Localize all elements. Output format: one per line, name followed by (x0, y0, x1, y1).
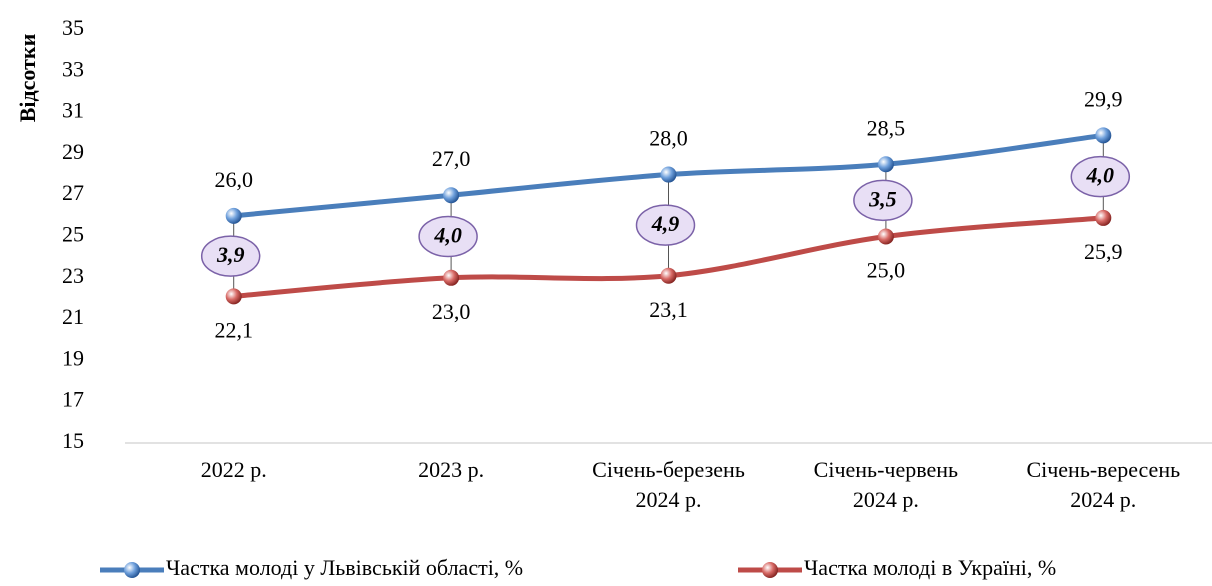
marker (443, 187, 460, 204)
difference-badge (200, 235, 261, 277)
y-tick-label: 25 (62, 222, 84, 247)
data-label: 23,1 (649, 297, 688, 322)
difference-label: 4,9 (651, 211, 680, 236)
y-tick-label: 29 (62, 139, 84, 164)
y-tick-label: 15 (62, 428, 84, 453)
difference-badge (418, 215, 478, 258)
data-label: 25,9 (1084, 239, 1123, 264)
y-axis-label: Відсотки (15, 33, 40, 122)
difference-label: 3,5 (868, 186, 897, 211)
legend-marker (762, 562, 778, 578)
y-tick-label: 27 (62, 180, 84, 205)
x-tick-label: Січень-березень 2024 р. (592, 457, 745, 512)
y-tick-label: 23 (62, 263, 84, 288)
difference-badge (635, 204, 696, 246)
difference-label: 4,0 (433, 223, 462, 248)
y-tick-label: 33 (62, 56, 84, 81)
data-label: 28,0 (649, 126, 688, 151)
data-label: 23,0 (432, 299, 471, 324)
legend-label: Частка молоді у Львівській області, % (166, 555, 523, 580)
data-label: 27,0 (432, 146, 471, 171)
marker (225, 207, 242, 224)
marker (877, 156, 894, 173)
data-label: 28,5 (867, 115, 906, 140)
legend-marker (124, 562, 140, 578)
x-tick-label: Січень-вересень 2024 р. (1026, 457, 1181, 512)
y-tick-label: 19 (62, 345, 84, 370)
x-tick-label: Січень-червень 2024 р. (813, 457, 959, 512)
x-tick-label: 2022 р. (200, 457, 267, 482)
marker (877, 228, 894, 245)
x-tick-label: 2023 р. (418, 457, 485, 482)
difference-label: 4,0 (1086, 163, 1115, 188)
marker (1095, 127, 1112, 144)
legend-label: Частка молоді в Україні, % (804, 555, 1056, 580)
data-label: 26,0 (214, 167, 253, 192)
y-tick-label: 21 (62, 304, 84, 329)
y-tick-label: 17 (62, 387, 84, 412)
difference-label: 3,9 (216, 242, 245, 267)
data-label: 29,9 (1084, 86, 1123, 111)
marker (660, 166, 677, 183)
data-label: 25,0 (867, 258, 906, 283)
difference-badge (1070, 155, 1131, 198)
marker (1095, 209, 1112, 226)
marker (660, 267, 677, 284)
difference-badge (853, 179, 913, 222)
data-label: 22,1 (214, 317, 253, 342)
marker (225, 288, 242, 305)
y-tick-label: 31 (62, 98, 84, 123)
y-tick-label: 35 (62, 15, 84, 40)
marker (443, 269, 460, 286)
